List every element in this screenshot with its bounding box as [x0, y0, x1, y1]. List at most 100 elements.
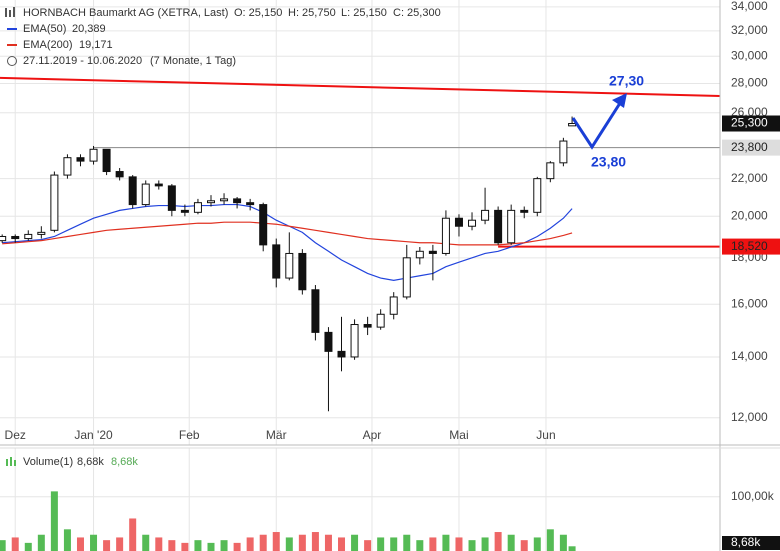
candle-body — [37, 231, 46, 235]
candle-body — [415, 250, 424, 259]
candle-body — [285, 252, 294, 279]
volume-bar — [207, 542, 215, 551]
volume-bar — [50, 491, 58, 551]
x-tick-label: Jan '20 — [74, 428, 113, 442]
last-price-bg — [722, 115, 780, 132]
period: (7 Monate, 1 Tag) — [150, 55, 236, 67]
volume-bar — [377, 537, 385, 551]
trendline — [0, 76, 721, 97]
last-price-label: 25,300 — [731, 116, 768, 130]
candle-body — [559, 140, 568, 164]
volume-bar — [90, 534, 98, 551]
volume-value: 8,68k — [77, 456, 104, 468]
icon — [9, 10, 11, 17]
y-tick-label: 34,000 — [731, 0, 768, 13]
candle-body — [24, 233, 33, 240]
candle-body — [246, 202, 255, 206]
volume-bar — [246, 537, 254, 551]
candle-body — [141, 183, 150, 206]
y-tick-label: 14,000 — [731, 349, 768, 363]
volume-bar — [298, 534, 306, 551]
candle-body — [402, 257, 411, 298]
candle-body — [102, 148, 111, 173]
candle-body — [533, 178, 542, 213]
y-tick-label: 28,000 — [731, 76, 768, 90]
candle-body — [324, 331, 333, 352]
ohlc: O: 25,150 — [234, 7, 282, 19]
icon — [14, 460, 16, 466]
volume-bar — [76, 537, 84, 551]
icon — [6, 459, 8, 466]
volume-bar — [194, 540, 202, 551]
candle-body — [0, 235, 7, 242]
price-label: 18,520 — [731, 239, 768, 253]
volume-bar — [416, 540, 424, 551]
candle-body — [481, 209, 490, 221]
candle-body — [389, 296, 398, 315]
header: HORNBACH Baumarkt AG (XETRA, Last) O: 25… — [5, 7, 441, 468]
volume-bar — [11, 537, 19, 551]
candle-body — [428, 250, 437, 254]
volume-bar — [233, 542, 241, 551]
x-tick-label: Dez — [5, 428, 26, 442]
candle-body — [520, 209, 529, 213]
candle-body — [167, 185, 176, 211]
volume-bar — [429, 537, 437, 551]
date-range: 27.11.2019 - 10.06.2020 — [23, 55, 142, 67]
candle-body — [220, 198, 229, 202]
volume-bar — [520, 540, 528, 551]
candle-body — [350, 324, 359, 358]
volume-bar — [168, 540, 176, 551]
legend-label: EMA(200) — [23, 39, 73, 51]
candle-body — [193, 202, 202, 213]
x-tick-label: Mai — [449, 428, 468, 442]
y-tick-label: 22,000 — [731, 171, 768, 185]
ohlc: H: 25,750 — [288, 7, 336, 19]
candle-body — [454, 217, 463, 227]
volume-bar — [481, 537, 489, 551]
volume-title: Volume(1) — [23, 456, 73, 468]
y-tick-label: 30,000 — [731, 48, 768, 62]
arrow-head — [612, 93, 627, 108]
y-tick-label: 12,000 — [731, 410, 768, 424]
price-label-bg — [722, 238, 780, 255]
candle-body — [507, 209, 516, 244]
candle-body — [272, 244, 281, 279]
volume-bar — [24, 542, 32, 551]
last-volume-label: 8,68k — [731, 535, 761, 549]
volume-bar — [546, 529, 554, 551]
volume-bar — [533, 537, 541, 551]
candle-body — [154, 183, 163, 187]
candle-body — [259, 204, 268, 246]
x-tick-label: Apr — [363, 428, 382, 442]
legend-label: EMA(50) — [23, 23, 66, 35]
x-tick-label: Mär — [266, 428, 287, 442]
volume-value: 8,68k — [111, 456, 138, 468]
volume-bar — [364, 540, 372, 551]
annotation: 23,80 — [591, 154, 626, 170]
legend-value: 19,171 — [79, 39, 113, 51]
icon — [10, 457, 12, 466]
y-tick-label: 20,000 — [731, 208, 768, 222]
volume-bar — [142, 534, 150, 551]
plot — [0, 76, 721, 551]
forecast-arrow — [571, 99, 624, 150]
candle-body — [11, 235, 20, 240]
volume-bar — [324, 534, 332, 551]
annotation: 27,30 — [609, 73, 644, 89]
volume-bar — [403, 534, 411, 551]
ema-line — [2, 221, 573, 246]
y-tick-label: 100,00k — [731, 489, 775, 503]
candle-body — [180, 209, 189, 213]
volume-bar — [351, 534, 359, 551]
volume-bar — [568, 546, 576, 551]
y-tick-label: 16,000 — [731, 296, 768, 310]
candle-body — [546, 162, 555, 180]
volume-bar — [559, 534, 567, 551]
volume-bar — [116, 537, 124, 551]
clock-icon — [7, 56, 17, 66]
candle-body — [311, 289, 320, 333]
volume-bar — [494, 532, 502, 551]
